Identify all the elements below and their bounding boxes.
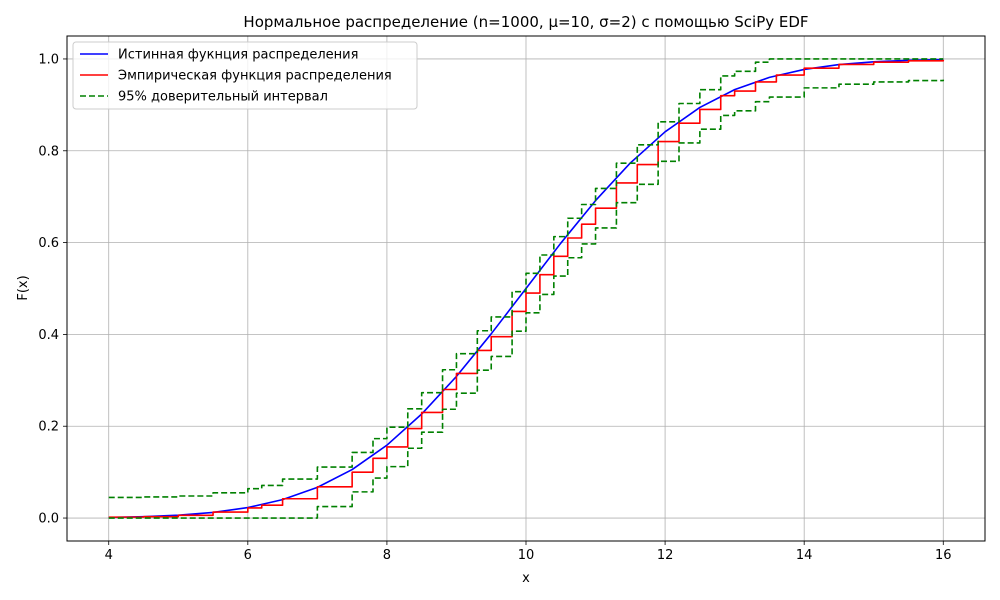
ticks: 4 6 8 10 12 14 16 0.0 0.2 0.4 0.6 0.8 1.0 bbox=[38, 52, 951, 563]
y-tick-label: 0.4 bbox=[38, 328, 59, 343]
chart-title: Нормальное распределение (n=1000, μ=10, … bbox=[243, 13, 808, 31]
x-tick-label: 12 bbox=[657, 548, 674, 563]
legend: Истинная фукнция распределения Эмпирическ… bbox=[72, 41, 418, 110]
y-tick-label: 0.8 bbox=[38, 144, 59, 159]
series-line-3 bbox=[108, 79, 945, 519]
y-tick-label: 0.0 bbox=[38, 512, 59, 527]
y-tick-label: 0.2 bbox=[38, 420, 59, 435]
x-tick-label: 14 bbox=[796, 548, 813, 563]
y-tick-label: 0.6 bbox=[38, 236, 59, 251]
x-axis-label: x bbox=[522, 571, 530, 586]
legend-label: Истинная фукнция распределения bbox=[118, 48, 358, 63]
x-tick-label: 4 bbox=[105, 548, 113, 563]
x-tick-label: 10 bbox=[518, 548, 535, 563]
x-tick-label: 6 bbox=[244, 548, 252, 563]
series-line-1 bbox=[108, 59, 945, 518]
series-layer bbox=[108, 58, 945, 519]
legend-label: 95% доверительный интервал bbox=[118, 90, 328, 105]
y-axis-label: F(x) bbox=[16, 275, 31, 300]
x-tick-label: 8 bbox=[383, 548, 391, 563]
legend-box bbox=[72, 41, 418, 110]
series-line-2 bbox=[108, 58, 944, 499]
x-tick-label: 16 bbox=[935, 548, 952, 563]
y-tick-label: 1.0 bbox=[38, 52, 59, 67]
legend-label: Эмпирическая функция распределения bbox=[118, 69, 392, 84]
